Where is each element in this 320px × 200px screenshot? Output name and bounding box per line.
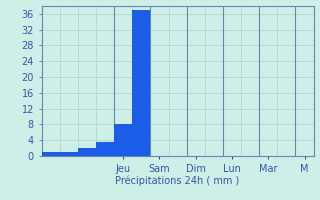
Bar [114, 124, 132, 156]
Bar [96, 142, 114, 156]
Bar [42, 152, 60, 156]
X-axis label: Précipitations 24h ( mm ): Précipitations 24h ( mm ) [116, 175, 240, 186]
Bar [60, 152, 78, 156]
Bar [132, 10, 150, 156]
Bar [78, 148, 96, 156]
